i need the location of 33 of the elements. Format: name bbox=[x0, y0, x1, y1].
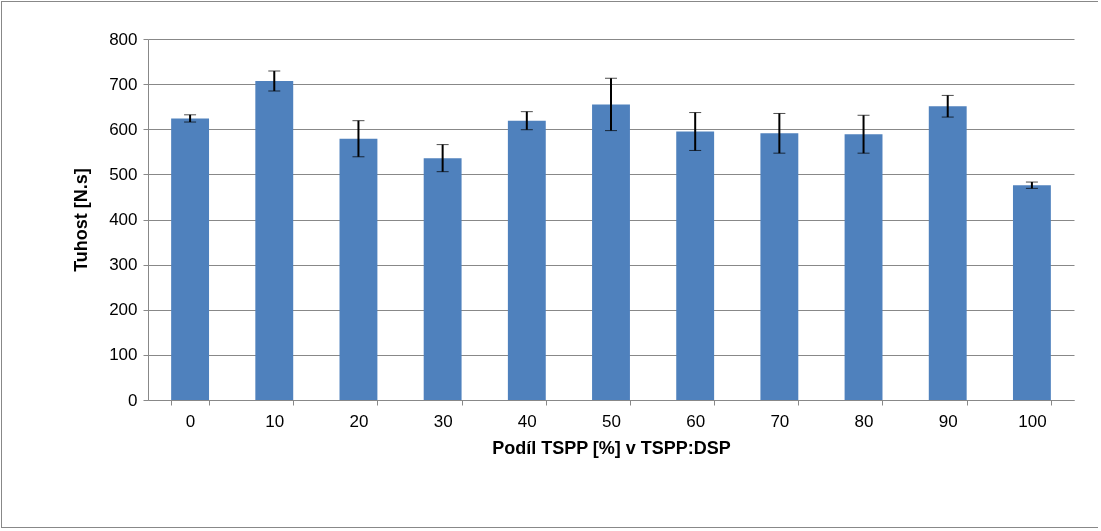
y-tick-label: 600 bbox=[109, 119, 138, 139]
y-tick-label: 700 bbox=[109, 74, 138, 94]
bar bbox=[423, 158, 462, 400]
y-tick-label: 800 bbox=[109, 29, 138, 49]
y-tick-label: 500 bbox=[109, 164, 138, 184]
x-axis-title: Podíl TSPP [%] v TSPP:DSP bbox=[492, 437, 731, 458]
x-tick-label: 40 bbox=[517, 411, 537, 431]
x-tick-label: 50 bbox=[602, 411, 621, 431]
bar bbox=[676, 131, 715, 400]
x-tick-label: 100 bbox=[1018, 411, 1047, 431]
bar bbox=[339, 138, 378, 400]
y-tick-label: 300 bbox=[109, 255, 138, 275]
x-tick-label: 90 bbox=[938, 411, 958, 431]
x-tick-label: 70 bbox=[770, 411, 790, 431]
bar bbox=[1012, 185, 1051, 400]
bar bbox=[844, 134, 883, 400]
y-tick-label: 400 bbox=[109, 210, 138, 229]
y-tick-label: 0 bbox=[128, 390, 138, 410]
x-tick-label: 30 bbox=[433, 411, 453, 431]
bar bbox=[171, 118, 210, 400]
bar bbox=[592, 104, 630, 400]
x-tick-label: 10 bbox=[265, 411, 285, 431]
x-tick-label: 0 bbox=[185, 411, 196, 431]
bar bbox=[928, 106, 967, 400]
y-tick-label: 200 bbox=[109, 300, 138, 320]
y-axis-title: Tuhost [N.s] bbox=[71, 168, 92, 272]
x-tick-label: 20 bbox=[349, 411, 369, 431]
bar bbox=[255, 80, 294, 400]
y-tick-label: 100 bbox=[109, 345, 138, 365]
x-tick-label: 80 bbox=[854, 411, 874, 431]
bar bbox=[760, 133, 799, 400]
x-tick-label: 60 bbox=[686, 411, 706, 431]
bar bbox=[507, 120, 546, 400]
